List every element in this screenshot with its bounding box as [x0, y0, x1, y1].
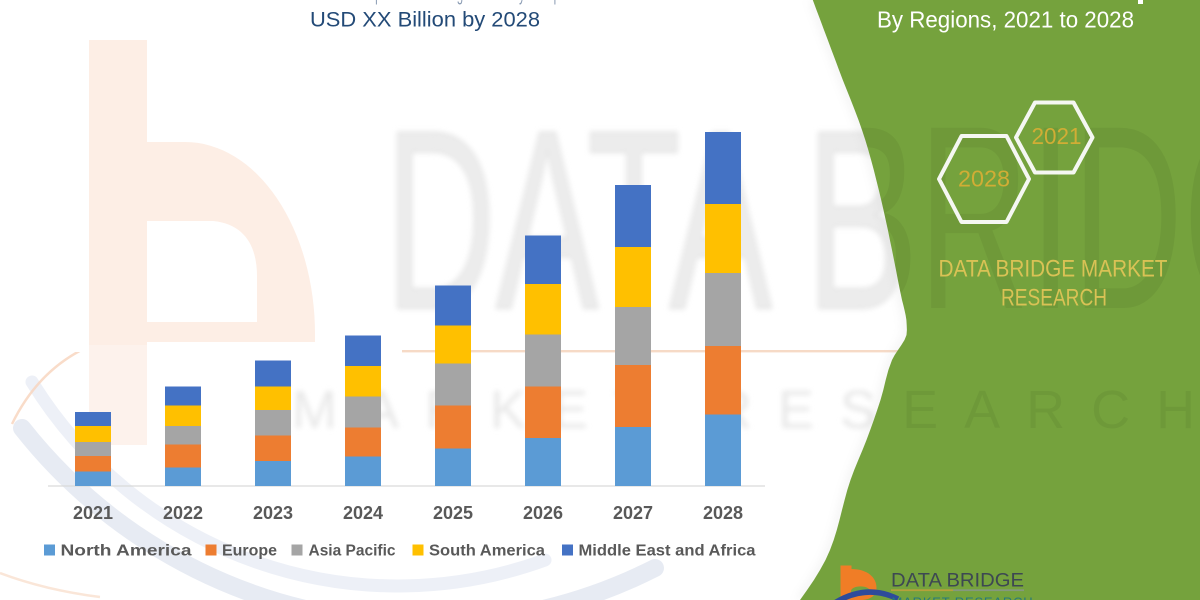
svg-text:MARKET RESEARCH: MARKET RESEARCH — [892, 596, 1034, 600]
svg-text:2021: 2021 — [73, 503, 113, 523]
svg-text:By Regions, 2021 to 2028: By Regions, 2021 to 2028 — [877, 7, 1134, 33]
svg-text:North America: North America — [61, 543, 192, 560]
svg-text:2025: 2025 — [433, 503, 473, 523]
svg-text:DATA BRIDGE MARKET: DATA BRIDGE MARKET — [939, 256, 1168, 283]
svg-text:Middle East and Africa: Middle East and Africa — [579, 543, 756, 560]
svg-text:Market is Expected to Undergo: Market is Expected to Undergo Growth by … — [312, 0, 560, 5]
svg-text:2022: 2022 — [163, 503, 203, 523]
svg-text:2024: 2024 — [343, 503, 383, 523]
svg-text:2027: 2027 — [613, 503, 653, 523]
svg-text:2028: 2028 — [958, 166, 1010, 192]
svg-text:2026: 2026 — [523, 503, 563, 523]
svg-text:2028: 2028 — [703, 503, 743, 523]
svg-text:Europe: Europe — [222, 543, 277, 560]
svg-text:USD XX Billion by 2028: USD XX Billion by 2028 — [310, 8, 540, 32]
svg-text:Asia Pacific: Asia Pacific — [309, 543, 396, 560]
svg-text:DATA BRIDGE: DATA BRIDGE — [891, 571, 1024, 592]
svg-text:2023: 2023 — [253, 503, 293, 523]
svg-text:RESEARCH: RESEARCH — [1001, 285, 1107, 312]
svg-text:2021: 2021 — [1032, 123, 1082, 149]
svg-text:South America: South America — [429, 543, 545, 560]
